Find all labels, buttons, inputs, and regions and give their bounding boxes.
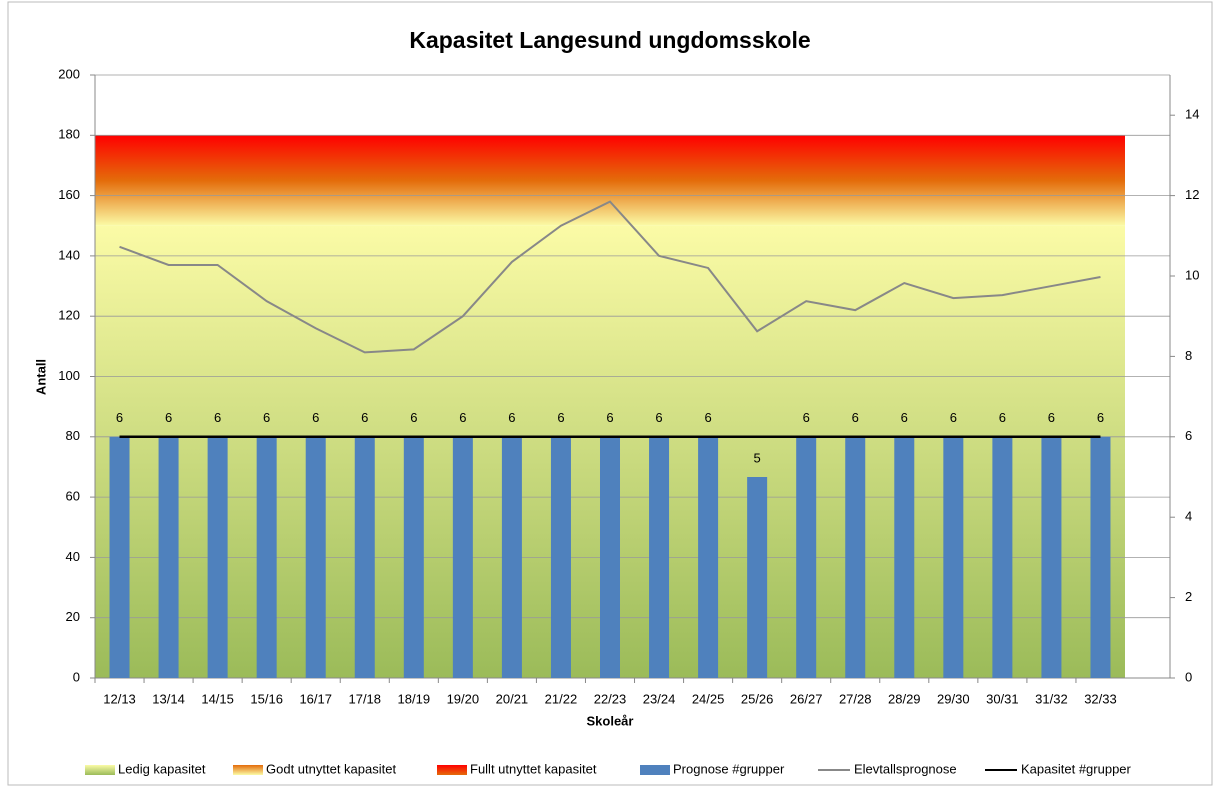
x-tick-label: 16/17 [299,691,332,706]
bar-label: 6 [116,410,123,425]
bar-label: 6 [410,410,417,425]
y2-tick-label: 12 [1185,187,1199,202]
bar-label: 6 [901,410,908,425]
line [119,200,1101,354]
y2-tick-label: 8 [1185,348,1192,363]
y-tick-label: 140 [58,247,80,262]
bar-label: 6 [606,410,613,425]
y-tick-label: 200 [58,66,80,81]
x-tick-label: 23/24 [643,691,676,706]
bar-label: 5 [754,450,761,465]
x-tick-label: 30/31 [986,691,1019,706]
x-axis-title: Skoleår [587,713,634,728]
x-tick-label: 18/19 [398,691,431,706]
y2-tick-label: 2 [1185,589,1192,604]
x-tick-label: 21/22 [545,691,578,706]
bar-label: 6 [361,410,368,425]
x-tick-label: 15/16 [250,691,283,706]
x-tick-label: 26/27 [790,691,823,706]
bar [305,436,326,678]
x-tick-label: 24/25 [692,691,725,706]
bar-label: 6 [852,410,859,425]
y-tick-label: 120 [58,308,80,323]
bar [550,436,571,678]
x-tick-label: 20/21 [496,691,529,706]
bar-label: 6 [803,410,810,425]
bar-label: 6 [459,410,466,425]
bar [452,436,473,678]
bar [1090,436,1111,678]
y-tick-label: 100 [58,368,80,383]
x-tick-label: 29/30 [937,691,970,706]
legend-label: Elevtallsprognose [854,761,957,776]
bar [747,477,768,678]
bar [1041,436,1062,678]
bar-label: 6 [1048,410,1055,425]
bar-label: 6 [508,410,515,425]
y-tick-label: 20 [66,609,80,624]
bar [845,436,866,678]
y-tick-label: 80 [66,428,80,443]
x-tick-label: 12/13 [103,691,136,706]
legend-label: Kapasitet #grupper [1021,761,1132,776]
y-tick-label: 180 [58,127,80,142]
legend-swatch [85,765,115,775]
bar [698,436,719,678]
bar [256,436,277,678]
bar-label: 6 [312,410,319,425]
area [95,180,1125,226]
x-tick-label: 17/18 [348,691,381,706]
y2-tick-label: 0 [1185,669,1192,684]
x-tick-label: 25/26 [741,691,774,706]
y-tick-label: 40 [66,549,80,564]
x-tick-label: 28/29 [888,691,921,706]
chart-title: Kapasitet Langesund ungdomsskole [409,27,810,53]
legend-label: Ledig kapasitet [118,761,206,776]
bar [600,436,620,678]
bar-label: 6 [655,410,662,425]
bar-label: 6 [214,410,221,425]
bar [943,436,964,678]
bar [354,436,375,678]
bar-label: 6 [704,410,711,425]
bar-label: 6 [1097,410,1104,425]
bar-label: 6 [165,410,172,425]
y-tick-label: 0 [73,669,80,684]
x-tick-label: 13/14 [152,691,185,706]
bar-label: 6 [557,410,564,425]
x-tick-label: 14/15 [201,691,234,706]
area [95,135,1125,181]
bar [501,436,522,678]
bar [109,436,130,678]
bar [992,436,1013,678]
y2-tick-label: 10 [1185,267,1199,282]
legend-swatch [437,765,467,775]
x-tick-label: 32/33 [1084,691,1117,706]
y-axis-title: Antall [33,359,48,395]
x-tick-label: 19/20 [447,691,480,706]
bar [649,436,670,678]
legend-label: Fullt utnyttet kapasitet [470,761,597,776]
x-tick-label: 22/23 [594,691,627,706]
y2-tick-label: 6 [1185,428,1192,443]
legend-swatch [233,765,263,775]
x-tick-label: 27/28 [839,691,872,706]
bar [894,436,915,678]
bar [796,436,817,678]
bar-label: 6 [999,410,1006,425]
y-tick-label: 160 [58,187,80,202]
legend-label: Godt utnyttet kapasitet [266,761,396,776]
legend-swatch [640,765,670,775]
y2-tick-label: 14 [1185,107,1199,122]
bar-label: 6 [263,410,270,425]
bar [207,436,228,678]
legend-label: Prognose #grupper [673,761,785,776]
bar-label: 6 [950,410,957,425]
bar [403,436,424,678]
x-tick-label: 31/32 [1035,691,1068,706]
y2-tick-label: 4 [1185,509,1192,524]
y-tick-label: 60 [66,489,80,504]
bar [158,436,179,678]
